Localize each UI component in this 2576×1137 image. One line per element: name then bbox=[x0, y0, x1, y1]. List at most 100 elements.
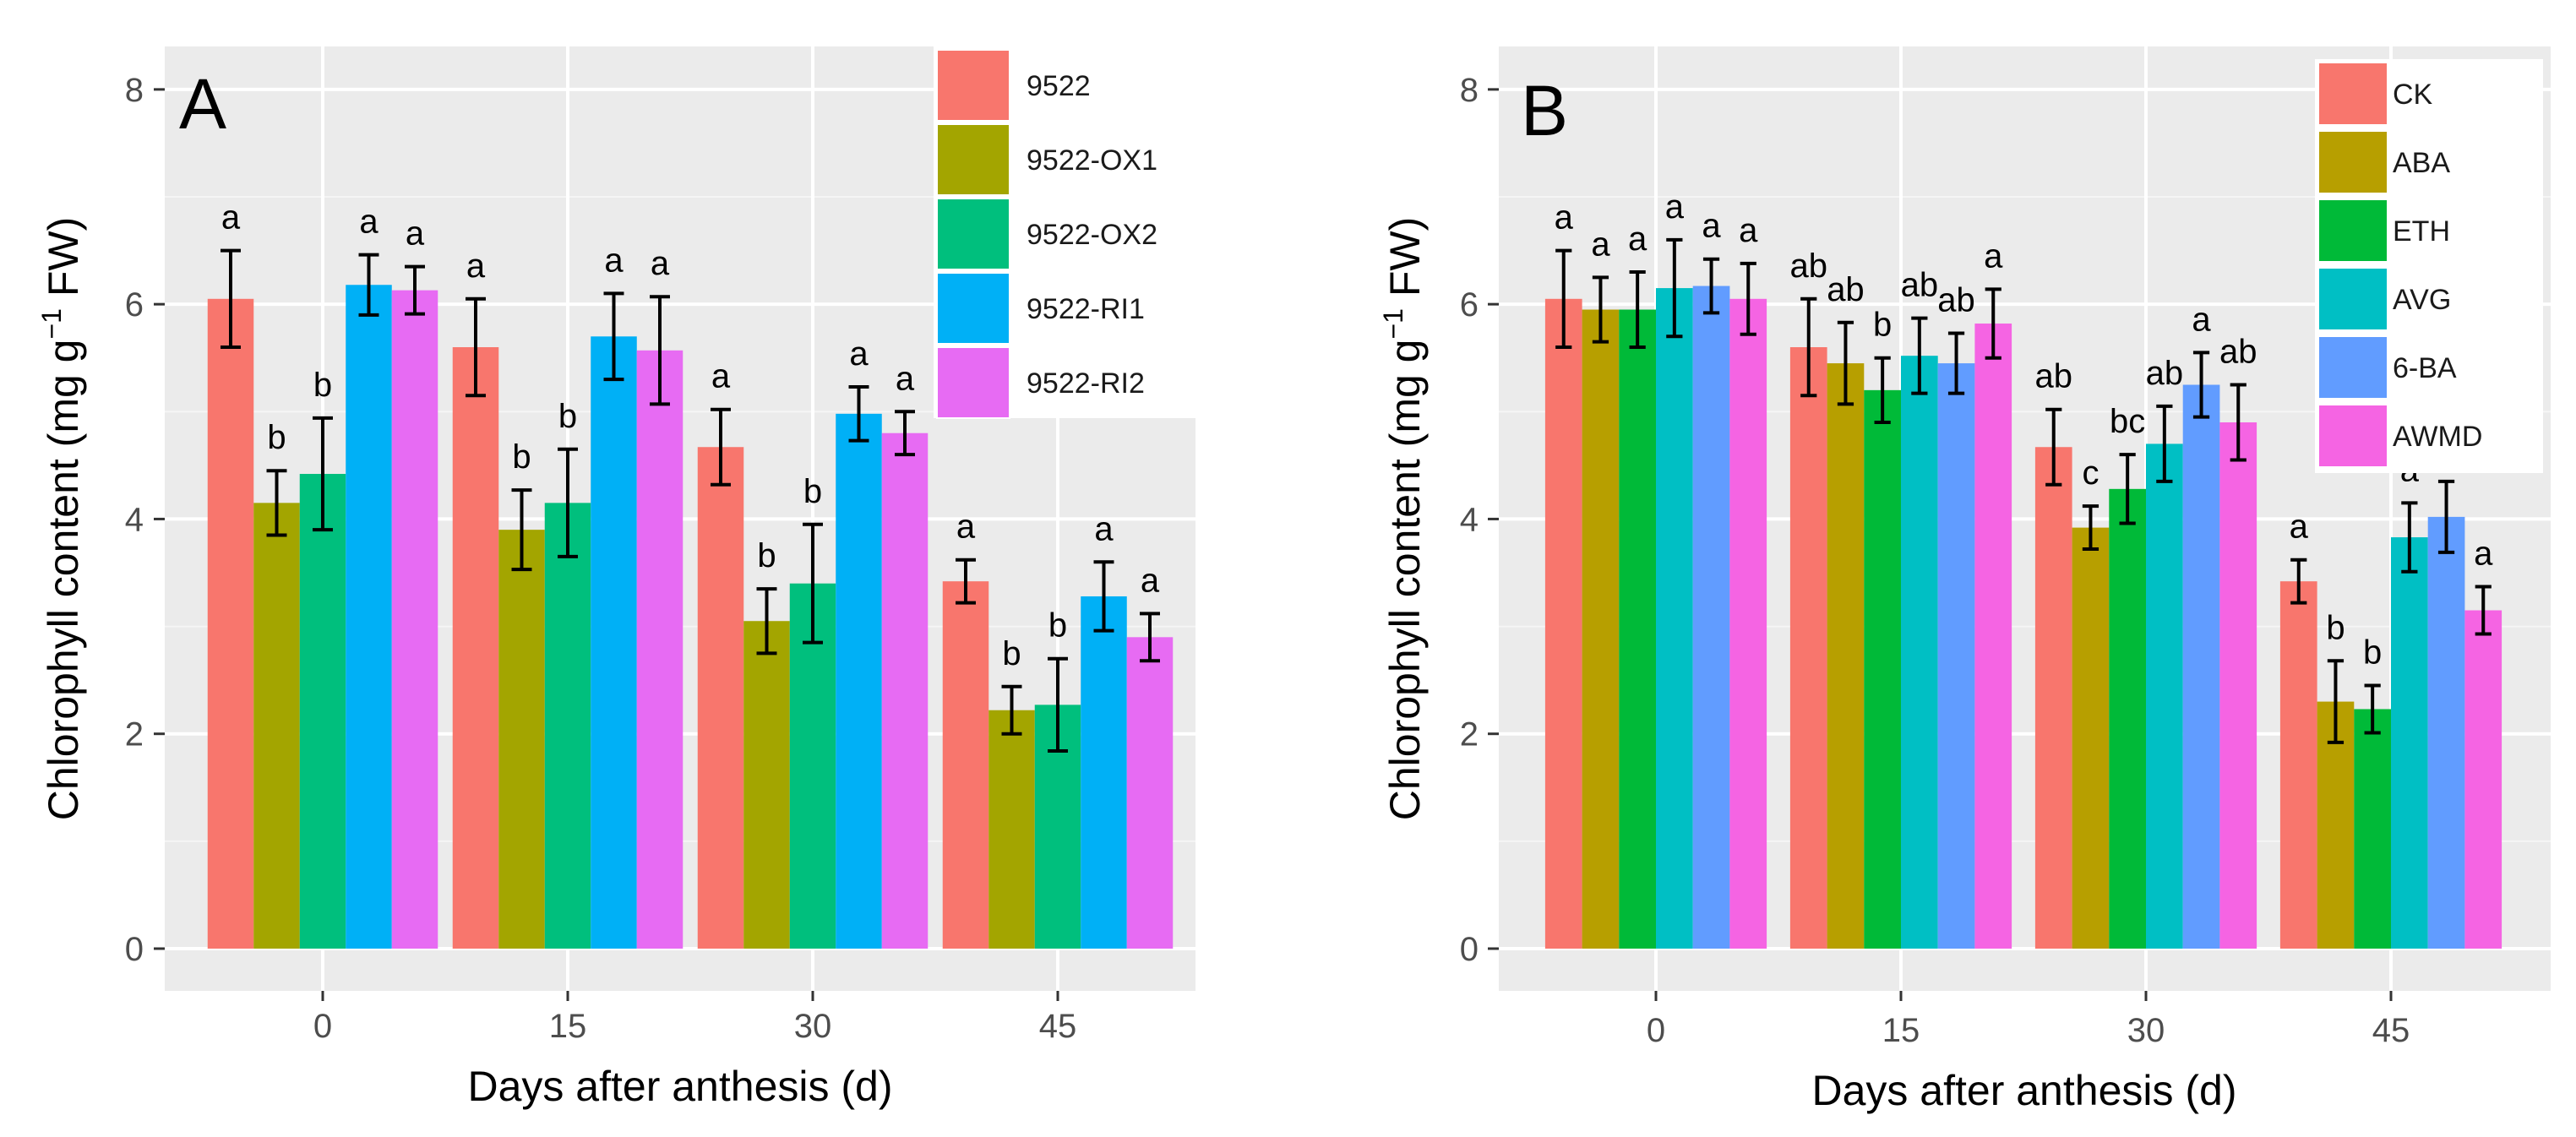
panel-b-bar bbox=[1619, 309, 1656, 949]
panel-b-bar bbox=[2146, 443, 2183, 949]
panel-a-y-tick-label: 8 bbox=[125, 72, 144, 109]
panel-a-error-bar bbox=[558, 447, 578, 558]
panel-a-legend-label: 9522-OX2 bbox=[1027, 219, 1157, 251]
panel-b-error-bar bbox=[2401, 501, 2418, 574]
panel-a-error-bar bbox=[358, 253, 379, 317]
panel-b-significance-label: ab bbox=[2146, 355, 2184, 392]
panel-a-bar bbox=[1081, 596, 1127, 949]
panel-b-x-tick-label: 30 bbox=[2127, 1012, 2165, 1049]
panel-a-x-tick-label: 15 bbox=[549, 1008, 587, 1045]
panel-b-legend-key bbox=[2317, 62, 2388, 126]
panel-b-legend-label: AVG bbox=[2393, 284, 2451, 316]
panel-a-error-bar bbox=[405, 264, 425, 316]
panel-b-y-tick-label: 6 bbox=[1460, 286, 1479, 324]
panel-a-x-tick-label: 30 bbox=[794, 1008, 832, 1045]
panel-b-significance-label: ab bbox=[1827, 271, 1865, 308]
panel-a-bar bbox=[697, 447, 744, 949]
panel-a-significance-label: b bbox=[313, 367, 332, 404]
panel-a-error-bar bbox=[466, 296, 486, 398]
panel-a-bar bbox=[591, 336, 637, 949]
panel-b-error-bar bbox=[2045, 407, 2062, 487]
panel-b-bar bbox=[1974, 324, 2012, 949]
panel-b-bar bbox=[1656, 288, 1693, 949]
panel-a-error-bar bbox=[848, 385, 869, 443]
panel-a-significance-label: a bbox=[849, 335, 869, 373]
panel-a-bar bbox=[836, 413, 882, 949]
panel-b-legend-label: CK bbox=[2393, 79, 2433, 111]
panel-b-bar bbox=[1729, 298, 1767, 949]
panel-b-significance-label: a bbox=[2192, 301, 2211, 338]
panel-b-x-tick-label: 15 bbox=[1882, 1012, 1920, 1049]
panel-b-error-bar bbox=[2437, 479, 2455, 554]
panel-b-error-bar bbox=[1911, 316, 1928, 395]
panel-b-significance-label: ab bbox=[1937, 281, 1975, 318]
panel-b-y-tick-label: 2 bbox=[1460, 716, 1479, 753]
panel-a-legend-label: 9522-RI1 bbox=[1027, 293, 1145, 325]
panel-a-error-bar bbox=[650, 295, 670, 406]
panel-b-significance-label: ab bbox=[1790, 248, 1828, 285]
panel-b-significance-label: a bbox=[2474, 536, 2493, 573]
panel-b-significance-label: ab bbox=[2219, 334, 2257, 371]
panel-b-bar bbox=[2182, 384, 2220, 949]
panel-a-error-bar bbox=[1001, 684, 1022, 736]
panel-b-legend: CK ABA ETH AVG 6-BA AWMD bbox=[2315, 59, 2543, 473]
panel-b-error-bar bbox=[1702, 257, 1720, 315]
panel-b-significance-label: a bbox=[1984, 237, 2003, 275]
panel-a-bar bbox=[544, 503, 591, 949]
panel-a-significance-label: a bbox=[359, 204, 379, 241]
panel-a-x-tick-label: 45 bbox=[1039, 1008, 1077, 1045]
panel-a-error-bar bbox=[313, 416, 333, 532]
panel-b-bar bbox=[1827, 363, 1865, 949]
panel-a-legend-label: 9522-RI2 bbox=[1027, 367, 1145, 400]
panel-b-bar bbox=[2427, 516, 2465, 949]
panel-b-bar bbox=[1544, 298, 1582, 949]
panel-a-error-bar bbox=[221, 248, 241, 349]
panel-a-legend-key bbox=[936, 198, 1010, 270]
panel-a-significance-label: a bbox=[956, 509, 976, 546]
panel-b-bar bbox=[2464, 610, 2502, 949]
panel-b-bar bbox=[1692, 286, 1730, 949]
panel-b-bar bbox=[2279, 581, 2317, 949]
panel-a-significance-label: b bbox=[803, 473, 822, 510]
panel-b-error-bar bbox=[1592, 275, 1609, 344]
panel-a-error-bar bbox=[956, 558, 976, 605]
panel-a-error-bar bbox=[603, 291, 624, 382]
panel-a-x-axis-title: Days after anthesis (d) bbox=[468, 1063, 893, 1110]
panel-a-significance-label: b bbox=[558, 398, 577, 435]
panel-a-bar bbox=[789, 583, 836, 949]
panel-b-error-bar bbox=[1837, 320, 1854, 406]
panel-b-y-tick-label: 4 bbox=[1460, 501, 1479, 538]
panel-a-significance-label: b bbox=[512, 438, 531, 476]
panel-a-significance-label: a bbox=[221, 199, 241, 237]
panel-b-error-bar bbox=[1985, 287, 2001, 360]
panel-b-significance-label: a bbox=[1628, 220, 1647, 258]
panel-b-x-axis-title: Days after anthesis (d) bbox=[1812, 1067, 2237, 1114]
panel-b-x-tick-label: 45 bbox=[2372, 1012, 2410, 1049]
panel-b-legend-key bbox=[2317, 130, 2388, 194]
panel-b-error-bar bbox=[1740, 261, 1756, 336]
panel-a-legend-key bbox=[936, 346, 1010, 419]
panel-b-error-bar bbox=[1629, 270, 1646, 349]
panel-a-significance-label: a bbox=[466, 248, 486, 285]
panel-b-error-bar bbox=[1666, 237, 1683, 339]
panel-a-significance-label: b bbox=[267, 419, 286, 456]
panel-a-bar bbox=[299, 474, 346, 949]
panel-a-error-bar bbox=[803, 522, 823, 645]
panel-b-y-tick-label: 0 bbox=[1460, 931, 1479, 968]
panel-a-x-tick-label: 0 bbox=[313, 1008, 332, 1045]
panel-a-error-bar bbox=[895, 410, 915, 457]
panel-a-y-axis-title: Chlorophyll content (mg g−1 FW) bbox=[36, 217, 87, 821]
panel-b-error-bar bbox=[2082, 504, 2099, 552]
panel-a-legend-key bbox=[936, 49, 1010, 122]
panel-b-significance-label: b bbox=[2326, 609, 2345, 646]
panel-b-letter: B bbox=[1521, 71, 1568, 150]
panel-b-significance-label: a bbox=[1665, 188, 1685, 226]
panel-a-error-bar bbox=[756, 587, 777, 656]
panel-a-legend-key bbox=[936, 272, 1010, 345]
panel-a-error-bar bbox=[711, 407, 731, 487]
panel-a-y-tick-label: 4 bbox=[125, 501, 144, 538]
panel-b-error-bar bbox=[2327, 659, 2345, 744]
panel-b-significance-label: a bbox=[1702, 208, 1721, 245]
panel-a-bar bbox=[452, 347, 499, 949]
